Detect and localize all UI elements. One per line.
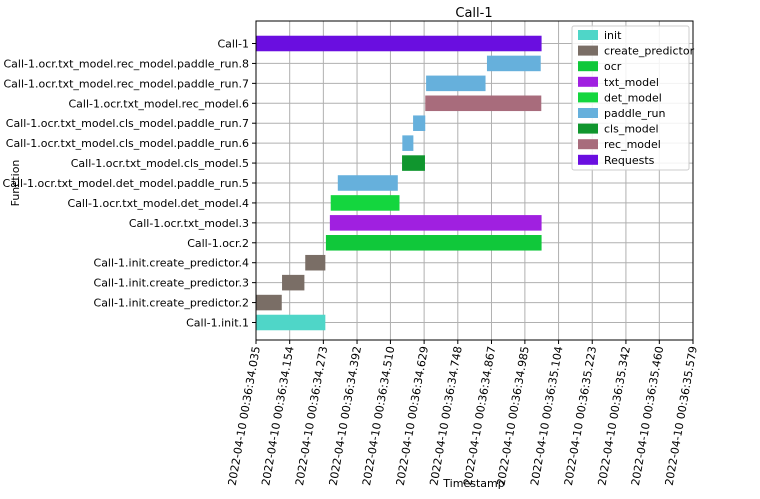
y-axis-label: Function <box>9 160 22 207</box>
x-tick-label: 2022-04-10 00:36:34.392 <box>327 345 364 486</box>
x-tick-label: 2022-04-10 00:36:34.985 <box>494 345 531 486</box>
legend-label: create_predictor <box>604 45 695 58</box>
gantt-bar-Requests <box>256 35 542 52</box>
legend-swatch <box>578 30 598 40</box>
gantt-bar-init <box>256 314 326 331</box>
legend-label: rec_model <box>604 138 661 151</box>
gantt-bar-rec_model <box>425 95 542 112</box>
x-tick-label: 2022-04-10 00:36:34.035 <box>226 345 263 486</box>
x-axis-label: Timestamp <box>442 477 504 490</box>
y-tick-label: Call-1.ocr.txt_model.cls_model.5 <box>71 157 249 170</box>
gantt-bar-cls_model <box>402 155 425 171</box>
y-tick-label: Call-1.ocr.txt_model.cls_model.paddle_ru… <box>6 137 249 150</box>
x-tick-label: 2022-04-10 00:36:34.154 <box>259 345 296 486</box>
gantt-bar-create_predictor <box>256 294 282 311</box>
bars <box>256 35 542 331</box>
x-tick-label: 2022-04-10 00:36:35.342 <box>596 345 633 486</box>
y-tick-label: Call-1.ocr.txt_model.rec_model.paddle_ru… <box>4 77 250 90</box>
legend-label: cls_model <box>604 123 659 136</box>
plot-frame <box>255 20 694 341</box>
chart-title: Call-1 <box>455 6 492 21</box>
gantt-bar-create_predictor <box>282 274 305 291</box>
legend-swatch <box>578 45 598 56</box>
y-tick-label: Call-1.init.create_predictor.4 <box>94 257 249 270</box>
y-tick-label: Call-1 <box>217 38 249 51</box>
x-tick-label: 2022-04-10 00:36:34.273 <box>293 345 330 486</box>
legend-swatch <box>578 123 598 134</box>
legend-label: paddle_run <box>604 107 666 120</box>
legend-swatch <box>578 139 598 150</box>
x-tick-label: 2022-04-10 00:36:35.460 <box>629 345 666 486</box>
y-tick-label: Call-1.init.create_predictor.3 <box>94 277 249 290</box>
gantt-bar-paddle_run <box>486 55 541 72</box>
y-tick-label: Call-1.ocr.txt_model.rec_model.6 <box>68 97 249 110</box>
legend-swatch <box>578 108 598 118</box>
x-tick-label: 2022-04-10 00:36:34.629 <box>394 345 431 486</box>
legend-swatch <box>578 76 598 87</box>
y-tick-label: Call-1.ocr.txt_model.cls_model.paddle_ru… <box>6 117 249 130</box>
x-tick-label: 2022-04-10 00:36:35.223 <box>562 345 599 486</box>
legend-swatch <box>578 154 598 165</box>
y-tick-label: Call-1.ocr.2 <box>187 237 249 250</box>
legend-swatch <box>578 92 598 103</box>
y-tick-label: Call-1.ocr.txt_model.det_model.paddle_ru… <box>3 177 249 190</box>
x-tick-label: 2022-04-10 00:36:35.104 <box>528 345 565 486</box>
y-tick-labels: Call-1 Call-1.ocr.txt_model.rec_model.pad… <box>3 38 256 330</box>
gantt-bar-ocr <box>325 235 542 251</box>
x-tick-label: 2022-04-10 00:36:34.510 <box>360 345 397 486</box>
legend-label: det_model <box>604 91 662 104</box>
legend-label: Requests <box>604 154 655 167</box>
y-tick-label: Call-1.ocr.txt_model.3 <box>129 217 249 230</box>
x-tick-label: 2022-04-10 00:36:34.748 <box>427 345 464 486</box>
gantt-bar-create_predictor <box>305 254 326 271</box>
x-tick-label: 2022-04-10 00:36:35.579 <box>663 345 700 486</box>
y-tick-label: Call-1.init.1 <box>186 317 249 330</box>
legend-label: txt_model <box>604 76 659 89</box>
legend-label: ocr <box>604 60 622 73</box>
gantt-bar-paddle_run <box>426 75 486 92</box>
y-tick-label: Call-1.ocr.txt_model.det_model.4 <box>68 197 249 210</box>
legend-box <box>571 25 690 171</box>
legend-label: init <box>604 29 622 42</box>
gantt-bar-paddle_run <box>402 135 414 151</box>
legend-swatch <box>578 61 598 72</box>
gantt-bar-paddle_run <box>413 115 426 131</box>
y-tick-label: Call-1.init.create_predictor.2 <box>94 297 249 310</box>
y-tick-label: Call-1.ocr.txt_model.rec_model.paddle_ru… <box>4 57 250 70</box>
gantt-bar-txt_model <box>329 215 542 231</box>
x-tick-label: 2022-04-10 00:36:34.867 <box>461 345 498 486</box>
gantt-bar-paddle_run <box>337 175 398 191</box>
gantt-bar-det_model <box>330 195 400 211</box>
